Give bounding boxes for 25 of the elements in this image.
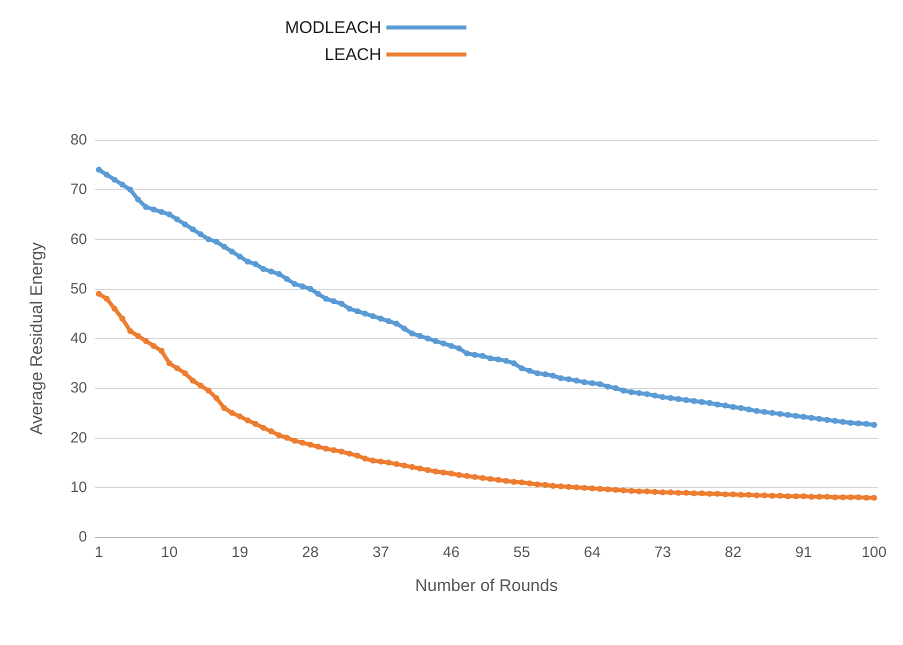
x-tick-label: 64 — [584, 544, 601, 561]
x-tick-label: 46 — [442, 544, 460, 561]
x-tick-label: 100 — [862, 544, 887, 561]
y-tick-label: 10 — [70, 478, 87, 496]
x-tick-label: 19 — [232, 544, 248, 561]
legend-label: LEACH — [324, 45, 382, 64]
y-tick-label: 80 — [70, 132, 87, 148]
y-tick-label: 70 — [70, 181, 87, 198]
x-tick-label: 28 — [302, 544, 319, 561]
legend-label: MODLEACH — [284, 18, 382, 37]
x-tick-label: 10 — [161, 544, 178, 561]
y-tick-label: 0 — [78, 528, 87, 546]
x-axis-title: Number of Rounds — [415, 576, 558, 595]
x-tick-label: 82 — [724, 544, 742, 561]
y-axis-title: Average Residual Energy — [27, 242, 46, 435]
x-tick-label: 55 — [513, 544, 530, 561]
y-tick-label: 60 — [70, 230, 87, 248]
y-tick-label: 40 — [70, 330, 87, 347]
x-tick-label: 73 — [654, 544, 672, 561]
x-tick-label: 91 — [795, 544, 812, 561]
x-tick-label: 37 — [372, 544, 390, 561]
y-tick-label: 20 — [70, 429, 87, 446]
y-tick-label: 30 — [70, 380, 87, 397]
y-tick-label: 50 — [70, 280, 87, 298]
x-tick-label: 1 — [94, 544, 104, 561]
